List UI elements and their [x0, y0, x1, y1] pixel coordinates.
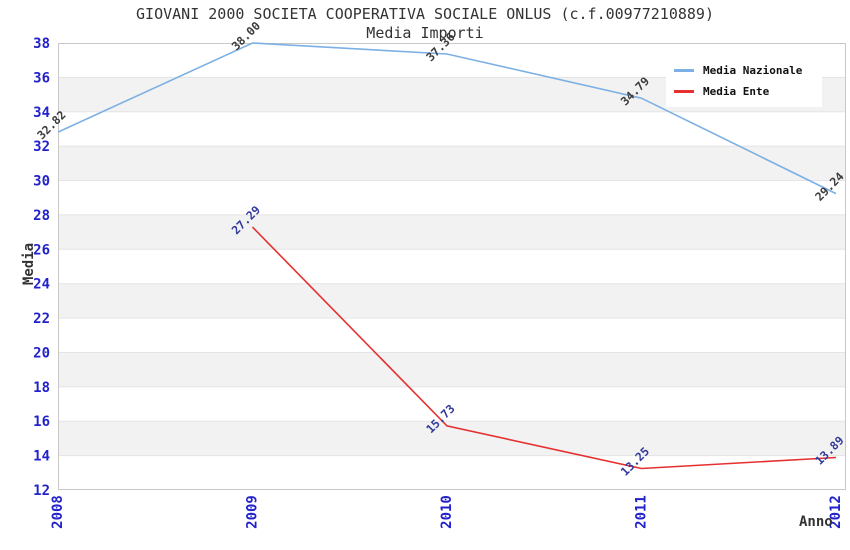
- y-tick-label: 16: [33, 414, 50, 430]
- legend-label: Media Ente: [703, 85, 770, 98]
- x-tick-label: 2012: [828, 495, 844, 529]
- grid-band: [58, 214, 846, 250]
- y-tick-label: 34: [33, 105, 50, 121]
- plot-frame: [58, 43, 846, 490]
- x-axis-label: Anno: [799, 514, 833, 530]
- y-tick-label: 24: [33, 277, 50, 293]
- y-axis-label: Media: [21, 242, 37, 286]
- y-tick-label: 22: [33, 311, 50, 327]
- legend-item-media-nazionale: Media Nazionale: [674, 60, 822, 81]
- legend-line-swatch-red: [674, 90, 694, 93]
- y-tick-label: 38: [33, 36, 50, 52]
- chart-title: GIOVANI 2000 SOCIETA COOPERATIVA SOCIALE…: [136, 5, 714, 23]
- y-tick-label: 32: [33, 139, 50, 155]
- series-line-media-ente: [251, 226, 837, 470]
- data-label: 37.36: [423, 30, 457, 64]
- legend-line-swatch-blue: [674, 69, 694, 72]
- series-line-media-nazionale: [57, 42, 837, 195]
- y-tick-label: 20: [33, 345, 50, 361]
- y-tick-label: 36: [33, 70, 50, 86]
- chart-subtitle: Media Importi: [366, 24, 484, 42]
- grid-band: [58, 146, 846, 181]
- y-tick-label: 14: [33, 449, 50, 465]
- legend: Media Nazionale Media Ente: [666, 57, 822, 107]
- y-tick-label: 28: [33, 208, 50, 224]
- x-tick-label: 2010: [439, 495, 455, 529]
- legend-item-media-ente: Media Ente: [674, 81, 822, 102]
- grid-band: [58, 352, 846, 387]
- grid-band: [58, 283, 846, 319]
- legend-label: Media Nazionale: [703, 64, 803, 77]
- x-tick-label: 2011: [634, 495, 650, 529]
- y-tick-label: 26: [33, 242, 50, 258]
- y-tick-label: 30: [33, 174, 50, 190]
- y-tick-label: 12: [33, 483, 50, 499]
- x-tick-label: 2009: [245, 495, 261, 529]
- data-label: 38.00: [229, 19, 263, 53]
- x-tick-label: 2008: [50, 495, 66, 529]
- y-tick-label: 18: [33, 380, 50, 396]
